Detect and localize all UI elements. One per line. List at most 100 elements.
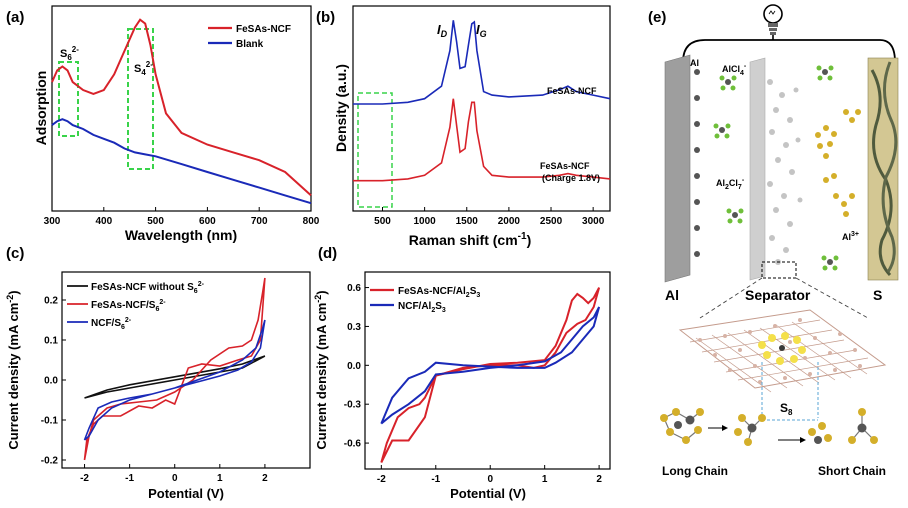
graphene-sheet bbox=[678, 309, 887, 393]
xtick-label: 0 bbox=[487, 474, 493, 485]
low-shift-highlight-box bbox=[357, 92, 393, 208]
peak-label-ig: IG bbox=[476, 22, 487, 39]
mid-chain-molecule bbox=[734, 414, 766, 446]
panel-c-frame bbox=[61, 271, 311, 469]
panel-e: (e) bbox=[648, 4, 899, 478]
separator-particles bbox=[767, 79, 803, 265]
series-label-fesas-ncf-b: FeSAs-NCF bbox=[547, 86, 597, 96]
ytick-label: 0.3 bbox=[347, 322, 361, 333]
peak-label-id: ID bbox=[437, 22, 448, 39]
panel-c-ylabel: Current density (mA cm-2) bbox=[5, 290, 21, 449]
al-electrode bbox=[664, 54, 691, 283]
panel-c-ticks: -2 -1 0 1 2 -0.2 -0.1 0.0 0.1 0.2 bbox=[41, 296, 268, 485]
legend-label-without-s6: FeSAs-NCF without S62- bbox=[91, 281, 205, 295]
ytick-label: -0.3 bbox=[344, 400, 362, 411]
panel-d: (d) Current density (mA cm-2) Potential … bbox=[313, 245, 611, 501]
xtick-label: -1 bbox=[431, 474, 440, 485]
ytick-label: 0.0 bbox=[347, 361, 361, 372]
panel-b-xticks: 500 1000 1500 2000 2500 3000 bbox=[374, 207, 605, 227]
panel-d-frame bbox=[364, 271, 611, 470]
xtick-label: 500 bbox=[374, 216, 391, 227]
adsorbed-s8-ring bbox=[758, 332, 806, 365]
xtick-label: -2 bbox=[80, 473, 89, 484]
panel-a-xlabel: Wavelength (nm) bbox=[125, 227, 237, 243]
external-circuit-wire bbox=[682, 39, 896, 63]
xtick-label: 2000 bbox=[498, 216, 521, 227]
xtick-label: 1 bbox=[542, 474, 548, 485]
panel-d-xlabel: Potential (V) bbox=[450, 486, 526, 501]
alcl4-molecules bbox=[713, 65, 839, 271]
panel-c-label: (c) bbox=[6, 245, 24, 262]
s4-annotation: S42- bbox=[134, 60, 153, 77]
xtick-label: 0 bbox=[172, 473, 178, 484]
series-line-charged-b bbox=[353, 98, 611, 182]
ytick-label: -0.1 bbox=[41, 416, 59, 427]
xtick-label: 800 bbox=[303, 216, 320, 227]
zoom-box bbox=[761, 261, 797, 279]
xtick-label: 300 bbox=[44, 216, 61, 227]
xtick-label: -2 bbox=[377, 474, 386, 485]
al-ion-dots bbox=[694, 69, 700, 257]
xtick-label: 2500 bbox=[540, 216, 563, 227]
xtick-label: 2 bbox=[596, 474, 602, 485]
ytick-label: 0.6 bbox=[347, 283, 361, 294]
label-long-chain: Long Chain bbox=[662, 464, 728, 478]
species-label-al2cl7: Al2Cl7- bbox=[716, 177, 745, 191]
series-line-fesas-s6-c bbox=[83, 277, 266, 461]
ytick-label: -0.2 bbox=[41, 456, 59, 467]
panel-a: (a) Adsorption Wavelength (nm) 300 400 500… bbox=[6, 5, 320, 243]
xtick-label: 1 bbox=[217, 473, 223, 484]
series-line-blank-a bbox=[51, 118, 312, 205]
panel-d-label: (d) bbox=[318, 245, 337, 262]
series-line-fesas-ncf-b bbox=[353, 20, 611, 105]
xtick-label: 400 bbox=[95, 216, 112, 227]
panel-b: (b) Density (a.u.) Raman shift (cm-1) 50… bbox=[316, 5, 611, 248]
xtick-label: 700 bbox=[251, 216, 268, 227]
xtick-label: 3000 bbox=[582, 216, 605, 227]
ytick-label: -0.6 bbox=[344, 439, 362, 450]
series-line-fesas-ncf-a bbox=[51, 18, 312, 197]
label-short-chain: Short Chain bbox=[818, 464, 886, 478]
ytick-label: 0.2 bbox=[44, 296, 58, 307]
cathode-fiber-2 bbox=[881, 61, 898, 273]
panel-a-xticks: 300 400 500 600 700 800 bbox=[44, 207, 320, 227]
label-s-cathode: S bbox=[873, 287, 882, 303]
long-chain-molecule bbox=[660, 408, 704, 444]
panel-e-label: (e) bbox=[648, 9, 666, 26]
species-label-al3: Al3+ bbox=[842, 231, 859, 242]
s8-label: S8 bbox=[780, 401, 793, 417]
panel-a-frame bbox=[51, 5, 312, 212]
ytick-label: 0.0 bbox=[44, 376, 58, 387]
panel-d-ticks: -2 -1 0 1 2 -0.6 -0.3 0.0 0.3 0.6 bbox=[344, 283, 603, 485]
series-label-charged-b-1: FeSAs-NCF bbox=[540, 161, 590, 171]
panel-b-xlabel: Raman shift (cm-1) bbox=[409, 231, 532, 248]
s6-annotation: S62- bbox=[60, 45, 79, 62]
panel-b-ylabel: Density (a.u.) bbox=[333, 64, 349, 152]
fe-site-icon bbox=[779, 345, 785, 351]
label-separator: Separator bbox=[745, 287, 811, 303]
xtick-label: 500 bbox=[147, 216, 164, 227]
xtick-label: -1 bbox=[125, 473, 134, 484]
s6-highlight-box bbox=[58, 61, 79, 137]
s4-highlight-box bbox=[127, 28, 154, 170]
legend-label-blank: Blank bbox=[236, 39, 264, 50]
legend-label-ncf-s6: NCF/S62- bbox=[91, 317, 132, 331]
xtick-label: 600 bbox=[199, 216, 216, 227]
series-line-ncf-al2s3-d bbox=[380, 306, 601, 425]
xtick-label: 1000 bbox=[413, 216, 436, 227]
xtick-label: 1500 bbox=[456, 216, 479, 227]
series-label-charged-b-2: (Charge 1.8V) bbox=[542, 173, 600, 183]
legend-label-fesas-ncf: FeSAs-NCF bbox=[236, 24, 291, 35]
panel-a-label: (a) bbox=[6, 9, 24, 26]
conversion-arrowhead-1 bbox=[722, 425, 728, 431]
panel-d-ylabel: Current density (mA cm-2) bbox=[313, 290, 329, 449]
conversion-arrowhead-2 bbox=[800, 437, 806, 443]
panel-b-label: (b) bbox=[316, 9, 335, 26]
label-al-electrode: Al bbox=[665, 287, 679, 303]
separator-membrane bbox=[749, 57, 766, 281]
panel-b-frame bbox=[352, 5, 611, 212]
zoom-arrow-left bbox=[699, 277, 763, 319]
panel-c: (c) Current density (mA cm-2) Potential … bbox=[5, 245, 311, 501]
series-line-without-s6-c bbox=[84, 355, 266, 399]
short-chain-molecule bbox=[808, 408, 878, 444]
